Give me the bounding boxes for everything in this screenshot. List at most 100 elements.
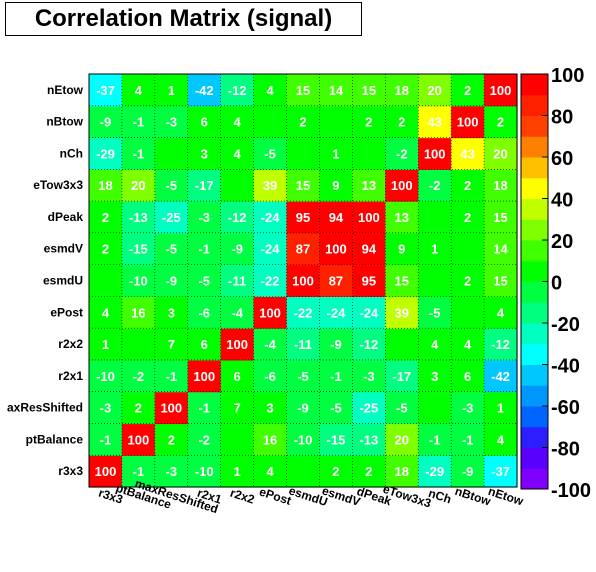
cell-value-label: -9: [462, 464, 474, 479]
heatmap-cell: [286, 296, 321, 329]
heatmap-cell: [385, 105, 419, 139]
cell-value-label: 3: [431, 369, 438, 384]
cell-value-label: 2: [464, 178, 471, 193]
cell-value-label: 20: [493, 146, 507, 161]
heatmap-cell: [484, 169, 518, 202]
cell-value-label: -17: [195, 178, 214, 193]
heatmap-cell: [286, 328, 321, 361]
cell-value-label: 4: [102, 305, 110, 320]
heatmap-cell: [286, 359, 321, 393]
heatmap-cell: [121, 232, 156, 266]
cell-value-label: 3: [266, 401, 273, 416]
heatmap-cell: [187, 296, 222, 329]
cell-value-label: 1: [234, 464, 241, 479]
cell-value-label: -5: [264, 146, 276, 161]
heatmap-cell: [319, 264, 353, 297]
heatmap-cell: [352, 296, 386, 329]
heatmap-cell: [418, 328, 452, 361]
heatmap-cell: [484, 296, 518, 329]
heatmap-cell: [418, 169, 452, 202]
cell-value-label: 100: [490, 83, 512, 98]
cell-value-label: 15: [493, 210, 507, 225]
colorbar-segment: [521, 115, 548, 137]
heatmap-cell: [319, 105, 353, 139]
cell-value-label: 4: [135, 83, 143, 98]
heatmap-cell: [154, 455, 189, 488]
heatmap-cell: [154, 169, 189, 202]
heatmap-cell: [451, 328, 485, 361]
heatmap-cell: [253, 391, 288, 425]
heatmap-cell: [319, 455, 353, 488]
heatmap-cell: [352, 455, 386, 488]
heatmap-cell: [187, 359, 222, 393]
cell-value-label: 2: [332, 464, 339, 479]
cell-value-label: -11: [228, 274, 246, 289]
colorbar-tick-label: 0: [551, 273, 562, 295]
cell-value-label: 9: [332, 178, 339, 193]
heatmap-cell: [319, 391, 353, 425]
heatmap-cell: [319, 232, 353, 266]
heatmap-cell: [220, 232, 255, 266]
cell-value-label: -24: [327, 305, 347, 320]
cell-value-label: 2: [365, 464, 372, 479]
heatmap-cell: [451, 455, 485, 488]
colorbar-tick-label: 100: [551, 65, 584, 87]
heatmap-cell: [187, 423, 222, 456]
heatmap-cell: [187, 232, 222, 266]
heatmap-cell: [286, 455, 321, 488]
heatmap-cell: [220, 359, 255, 393]
heatmap-cell: [253, 169, 288, 202]
heatmap-cell: [187, 264, 222, 297]
heatmap-cell: [418, 201, 452, 234]
colorbar-segment: [521, 406, 548, 428]
heatmap-cell: [352, 74, 386, 107]
heatmap-cell: [484, 455, 518, 488]
heatmap-cell: [385, 201, 419, 234]
heatmap-cell: [319, 137, 353, 170]
cell-value-label: -9: [100, 115, 112, 130]
cell-value-label: 1: [332, 146, 339, 161]
cell-value-label: 100: [95, 464, 117, 479]
cell-value-label: 13: [395, 210, 409, 225]
heatmap-cell: [220, 137, 255, 170]
cell-value-label: 13: [362, 178, 376, 193]
heatmap-cell: [187, 391, 222, 425]
heatmap-cell: [319, 169, 353, 202]
heatmap-cell: [286, 201, 321, 234]
heatmap-cell: [253, 423, 288, 456]
heatmap-cell: [121, 74, 156, 107]
cell-value-label: 6: [201, 115, 208, 130]
cell-value-label: -1: [429, 432, 441, 447]
heatmap-cell: [154, 391, 189, 425]
heatmap-cell: [253, 296, 288, 329]
colorbar-segment: [521, 323, 548, 345]
heatmap-cell: [253, 232, 288, 266]
heatmap-cell: [385, 391, 419, 425]
heatmap-cell: [352, 264, 386, 297]
heatmap-cell: [418, 455, 452, 488]
heatmap-cell: [451, 74, 485, 107]
cell-value-label: -25: [359, 401, 378, 416]
heatmap-cell: [253, 328, 288, 361]
heatmap-cell: [253, 264, 288, 297]
cell-value-label: -5: [297, 369, 309, 384]
heatmap-cell: [154, 359, 189, 393]
cell-value-label: 9: [398, 242, 405, 257]
cell-value-label: -12: [228, 210, 247, 225]
cell-value-label: -29: [425, 464, 444, 479]
cell-value-label: 4: [497, 305, 505, 320]
heatmap-cell: [253, 359, 288, 393]
heatmap-cell: [89, 455, 123, 488]
cell-value-label: -24: [359, 305, 379, 320]
heatmap-cell: [385, 328, 419, 361]
heatmap-cell: [451, 137, 485, 170]
cell-value-label: -10: [129, 274, 148, 289]
y-tick-label: ePost: [50, 305, 83, 319]
colorbar-segment: [521, 157, 548, 179]
heatmap-cell: [484, 137, 518, 170]
cell-value-label: 100: [160, 401, 182, 416]
cell-value-label: -9: [330, 337, 342, 352]
heatmap-cell: [89, 137, 123, 170]
cell-value-label: -15: [327, 432, 346, 447]
heatmap-cell: [385, 455, 419, 488]
